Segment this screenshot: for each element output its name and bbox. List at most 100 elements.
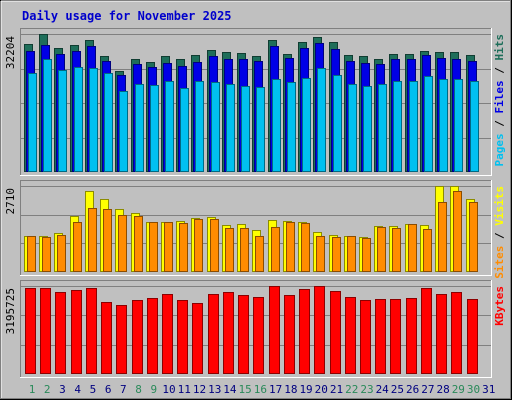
series-label: KBytes [493, 286, 506, 326]
panel-kbytes: 3195725 KBytes [4, 280, 506, 378]
bar-pages-day-2 [43, 59, 52, 172]
bar-pages-day-13 [211, 82, 220, 172]
x-tick-day-6: 6 [105, 383, 112, 396]
bar-pages-day-7 [119, 91, 128, 172]
bar-kbytes-day-30 [467, 299, 478, 374]
bar-pages-day-18 [287, 82, 296, 172]
panel-hits-files-pages: 32204 Pages / Files / Hits [4, 28, 506, 176]
series-label-sites: Sites [493, 246, 506, 279]
chart-title: Daily usage for November 2025 [22, 9, 232, 23]
bar-sites-day-3 [57, 235, 66, 272]
bar-sites-day-17 [271, 227, 280, 272]
x-tick-day-4: 4 [74, 383, 81, 396]
series-label-pages: Pages [493, 133, 506, 166]
bar-pages-day-20 [317, 68, 326, 172]
series-label-separator: / [493, 226, 506, 246]
bar-pages-day-12 [195, 81, 204, 172]
bar-sites-day-24 [377, 227, 386, 272]
bar-sites-day-13 [210, 219, 219, 272]
x-tick-day-18: 18 [284, 383, 297, 396]
y-max-label: 3195725 [4, 288, 17, 334]
bar-kbytes-day-5 [86, 288, 97, 374]
bar-sites-day-1 [27, 236, 36, 272]
bar-sites-day-26 [408, 224, 417, 272]
x-tick-day-7: 7 [120, 383, 127, 396]
bar-sites-day-9 [149, 222, 158, 272]
x-tick-day-9: 9 [150, 383, 157, 396]
series-label-kbytes: KBytes [493, 286, 506, 326]
x-tick-day-16: 16 [254, 383, 267, 396]
x-tick-day-1: 1 [29, 383, 36, 396]
bar-kbytes-day-16 [253, 297, 264, 374]
bar-sites-day-28 [438, 202, 447, 272]
bar-pages-day-26 [409, 81, 418, 172]
x-axis: 1 2 3 4 5 6 7 8 9 10 11 12 13 14 15 16 17 18 19 20 21 22 23 24 2… [29, 383, 496, 396]
bar-kbytes-day-21 [330, 291, 341, 374]
x-tick-day-22: 22 [345, 383, 358, 396]
x-tick-day-20: 20 [315, 383, 328, 396]
bar-kbytes-day-19 [299, 289, 310, 374]
bar-kbytes-day-6 [101, 302, 112, 374]
bar-sites-day-6 [103, 209, 112, 272]
series-label: Pages / Files / Hits [493, 34, 506, 167]
x-tick-day-24: 24 [376, 383, 390, 396]
bar-sites-day-30 [469, 202, 478, 272]
panel-visits-sites: 2710 Sites / Visits [4, 180, 506, 279]
bar-sites-day-4 [73, 222, 82, 272]
series-label-files: Files [493, 80, 506, 113]
bar-kbytes-day-8 [132, 300, 143, 374]
bar-pages-day-15 [241, 86, 250, 172]
bar-pages-day-10 [165, 81, 174, 172]
bar-pages-day-14 [226, 84, 235, 172]
bar-pages-day-27 [424, 76, 433, 172]
bar-kbytes-day-24 [375, 299, 386, 374]
chart-panels: 32204 Pages / Files / Hits 2710 Sites / Vis… [4, 28, 506, 378]
bar-pages-day-29 [454, 79, 463, 172]
bar-pages-day-17 [272, 79, 281, 172]
x-tick-day-21: 21 [330, 383, 343, 396]
bar-sites-day-5 [88, 208, 97, 272]
x-tick-day-11: 11 [178, 383, 191, 396]
x-tick-day-12: 12 [193, 383, 206, 396]
x-tick-day-31: 31 [482, 383, 495, 396]
bar-pages-day-9 [150, 85, 159, 172]
x-tick-day-19: 19 [299, 383, 312, 396]
bar-kbytes-day-26 [406, 298, 417, 374]
bar-sites-day-27 [423, 229, 432, 272]
bar-pages-day-19 [302, 78, 311, 172]
bar-kbytes-day-2 [40, 288, 51, 374]
x-tick-day-8: 8 [135, 383, 142, 396]
bar-sites-day-29 [453, 191, 462, 272]
x-tick-day-23: 23 [360, 383, 373, 396]
x-tick-day-2: 2 [44, 383, 51, 396]
bar-kbytes-day-17 [269, 286, 280, 374]
bar-kbytes-day-4 [71, 290, 82, 374]
x-tick-day-29: 29 [452, 383, 465, 396]
bar-kbytes-day-14 [223, 292, 234, 374]
bar-pages-day-6 [104, 73, 113, 172]
series-label-visits: Visits [493, 186, 506, 226]
bar-sites-day-16 [255, 236, 264, 272]
x-tick-day-3: 3 [59, 383, 66, 396]
y-max-label: 32204 [4, 36, 17, 69]
bar-kbytes-day-18 [284, 295, 295, 374]
y-max-label: 2710 [4, 188, 17, 215]
x-tick-day-5: 5 [90, 383, 97, 396]
bar-sites-day-23 [362, 238, 371, 272]
series-label-hits: Hits [493, 34, 506, 61]
bar-pages-day-24 [378, 84, 387, 172]
bar-kbytes-day-7 [116, 305, 127, 374]
bar-sites-day-25 [392, 228, 401, 272]
series-label-separator: / [493, 114, 506, 134]
bar-sites-day-14 [225, 228, 234, 272]
bar-pages-day-3 [58, 70, 67, 172]
bar-pages-day-8 [135, 84, 144, 172]
bar-pages-day-4 [74, 67, 83, 172]
bar-pages-day-5 [89, 68, 98, 172]
bar-sites-day-8 [134, 216, 143, 272]
bar-sites-day-7 [118, 215, 127, 272]
bar-kbytes-day-22 [345, 297, 356, 374]
series-label-separator: / [493, 61, 506, 81]
